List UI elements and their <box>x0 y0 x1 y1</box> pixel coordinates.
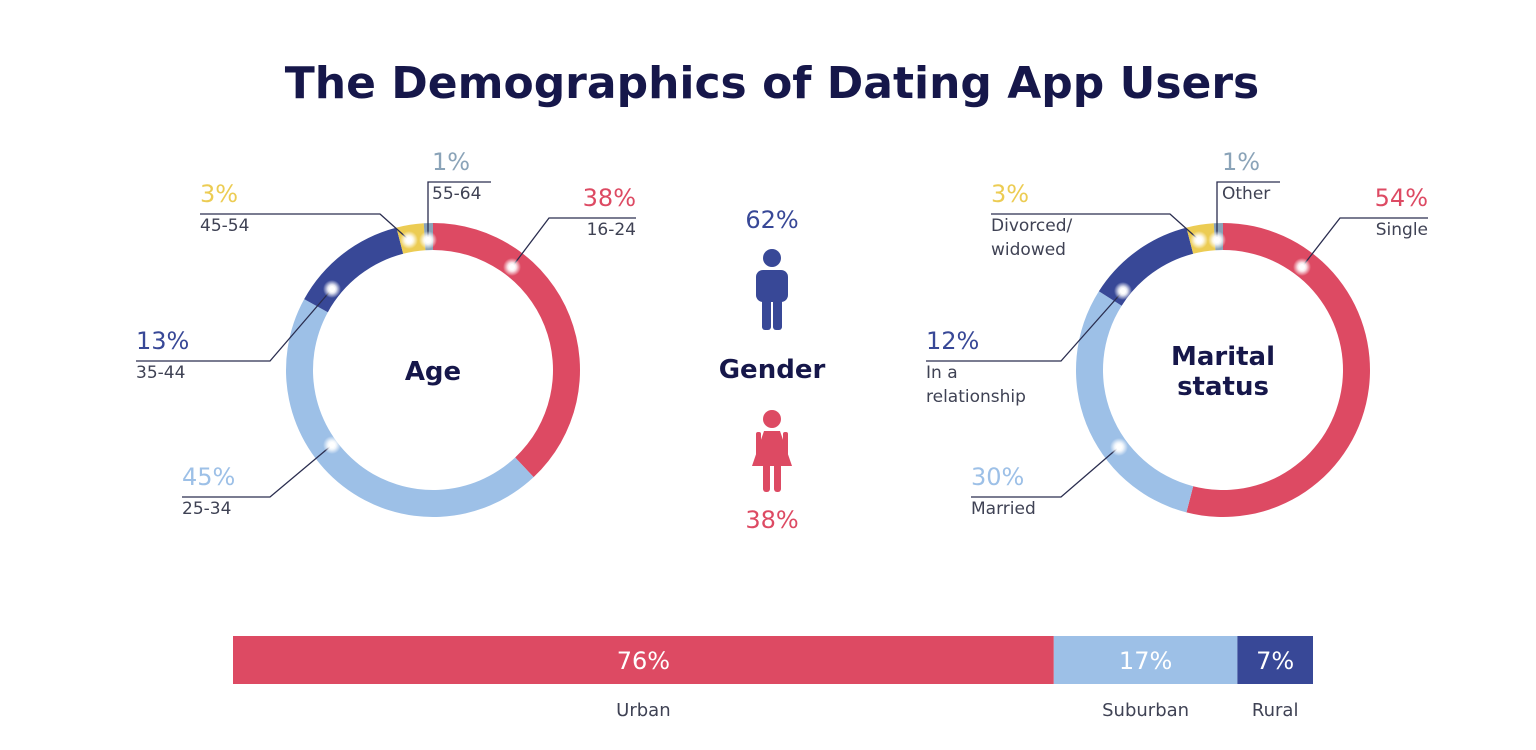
slice-label-55-64: 55-64 <box>432 184 481 204</box>
male-icon <box>756 249 788 330</box>
bar-segment-suburban <box>1053 636 1238 684</box>
leader-line-in-a-relationship <box>926 290 1124 362</box>
slice-percent-divorced-widowed: 3% <box>991 180 1029 208</box>
slice-marker-core-16-24 <box>509 264 515 270</box>
slice-label-single: Single <box>1376 220 1428 240</box>
slice-percent-in-a-relationship: 12% <box>926 327 979 355</box>
slice-marker-core-single <box>1299 264 1305 270</box>
donut-slice-in-a-relationship <box>1098 227 1194 306</box>
slice-percent-married: 30% <box>971 463 1024 491</box>
age-donut-labels: 38% 16-24 45% 25-34 13% 35-44 3% 45-54 1% 55-64 <box>136 148 636 519</box>
donut-slice-35-44 <box>304 227 404 313</box>
slice-label-married: Married <box>971 499 1036 519</box>
chart-title: The Demographics of Dating App Users <box>285 58 1260 109</box>
slice-marker-core-45-54 <box>406 237 412 243</box>
bar-segment-rural <box>1237 636 1313 684</box>
bar-percent-suburban: 17% <box>1119 647 1172 675</box>
leader-line-25-34 <box>182 444 333 498</box>
donut-center-label-line2: status <box>1177 372 1269 402</box>
slice-marker-core-married <box>1116 444 1122 450</box>
bar-percent-rural: 7% <box>1256 647 1294 675</box>
slice-percent-other: 1% <box>1222 148 1260 176</box>
leader-line-45-54 <box>200 213 410 241</box>
slice-percent-35-44: 13% <box>136 327 189 355</box>
male-percent: 62% <box>745 206 798 234</box>
slice-marker-core-35-44 <box>329 286 335 292</box>
bar-label-urban: Urban <box>616 700 670 721</box>
slice-label-divorced-widowed-line2: widowed <box>991 240 1066 260</box>
bar-segment-urban <box>233 636 1054 684</box>
bar-label-rural: Rural <box>1252 700 1299 721</box>
urbanicity-stacked-bar: 76% Urban 17% Suburban 7% Rural <box>233 636 1313 721</box>
leader-line-16-24 <box>511 217 636 268</box>
slice-label-in-a-relationship-line2: relationship <box>926 387 1026 407</box>
donut-slice-single <box>1186 223 1371 517</box>
slice-percent-55-64: 1% <box>432 148 470 176</box>
slice-marker-core-other <box>1214 237 1220 243</box>
donut-slice-married <box>1076 291 1194 513</box>
slice-label-25-34: 25-34 <box>182 499 231 519</box>
slice-marker-core-25-34 <box>329 442 335 448</box>
donut-center-label: Marital <box>1171 342 1275 372</box>
donut-slice-16-24 <box>433 223 580 478</box>
slice-percent-16-24: 38% <box>583 184 636 212</box>
slice-label-in-a-relationship: In a <box>926 363 958 383</box>
slice-label-other: Other <box>1222 184 1270 204</box>
slice-label-16-24: 16-24 <box>587 220 636 240</box>
age-donut-chart: Age <box>286 223 580 517</box>
slice-label-35-44: 35-44 <box>136 363 185 383</box>
slice-percent-single: 54% <box>1375 184 1428 212</box>
slice-percent-45-54: 3% <box>200 180 238 208</box>
slice-percent-25-34: 45% <box>182 463 235 491</box>
leader-line-single <box>1301 217 1428 268</box>
slice-label-45-54: 45-54 <box>200 216 249 236</box>
marital-donut-labels: 54% Single 30% Married 12% In a relationship 3%… <box>926 148 1428 519</box>
donut-center-label: Age <box>405 357 461 387</box>
gender-center-label: Gender <box>719 355 826 385</box>
leader-line-married <box>971 446 1120 498</box>
leader-line-divorced-widowed <box>991 213 1200 241</box>
slice-marker-core-in-a-relationship <box>1120 288 1126 294</box>
female-percent: 38% <box>745 506 798 534</box>
donut-slice-25-34 <box>286 299 534 517</box>
slice-label-divorced-widowed: Divorced/ <box>991 216 1072 236</box>
female-icon <box>752 410 792 492</box>
bar-label-suburban: Suburban <box>1102 700 1189 721</box>
leader-line-other <box>1216 181 1280 240</box>
leader-line-35-44 <box>136 288 333 362</box>
slice-marker-core-55-64 <box>425 237 431 243</box>
gender-pictogram: 62% Gender 38% <box>719 206 826 534</box>
leader-line-55-64 <box>427 181 491 240</box>
slice-marker-core-divorced-widowed <box>1196 237 1202 243</box>
bar-percent-urban: 76% <box>617 647 670 675</box>
